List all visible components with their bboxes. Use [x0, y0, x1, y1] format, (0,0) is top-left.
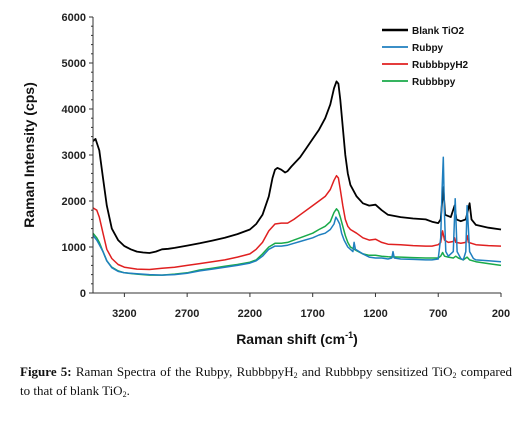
- y-tick-label-5: 5000: [62, 58, 86, 70]
- x-tick-label-5: 700: [429, 308, 447, 320]
- caption-text-4: .: [126, 383, 130, 398]
- legend-label-0: Blank TiO2: [412, 26, 464, 37]
- ticks: 0 1000 2000 3000 4000 5000 6000 3200 2700 2200 170…: [62, 12, 511, 320]
- x-axis-title-tail: ): [353, 331, 358, 347]
- figure-caption: Figure 5: Raman Spectra of the Rubpy, Ru…: [20, 362, 512, 400]
- caption-label: Figure 5:: [20, 364, 72, 379]
- legend-label-3: Rubbbpy: [412, 77, 456, 88]
- y-tick-label-3: 3000: [62, 150, 86, 162]
- caption-text-2: and Rubbbpy sensitized TiO: [297, 364, 453, 379]
- legend-label-2: RubbbpyH2: [412, 60, 469, 71]
- caption-sub-1: 2: [293, 371, 298, 380]
- x-axis-title-sup: -1: [345, 330, 353, 340]
- series-line-0: [92, 80, 502, 254]
- y-tick-label-0: 0: [80, 288, 86, 300]
- series-line-2: [92, 174, 502, 271]
- caption-text-3: compared to that of blank TiO: [20, 364, 512, 398]
- x-axis-title-base: Raman shift (cm: [236, 331, 345, 347]
- x-axis-title: Raman shift (cm-1): [236, 330, 358, 347]
- y-tick-label-6: 6000: [62, 12, 86, 24]
- caption-sub-3: 2: [122, 390, 127, 399]
- legend-label-1: Rubpy: [412, 43, 444, 54]
- caption-text-1: Raman Spectra of the Rubpy, RubbbpyH: [71, 364, 294, 379]
- y-axis-title: Raman Intensity (cps): [21, 82, 37, 227]
- x-tick-label-3: 1700: [300, 308, 324, 320]
- x-tick-label-6: 200: [492, 308, 510, 320]
- caption-sub-2: 2: [452, 371, 457, 380]
- series-line-1: [92, 156, 502, 276]
- y-tick-label-2: 2000: [62, 196, 86, 208]
- y-tick-label-1: 1000: [62, 242, 86, 254]
- x-tick-label-2: 2200: [238, 308, 262, 320]
- y-tick-label-4: 4000: [62, 104, 86, 116]
- legend: Blank TiO2 Rubpy RubbbpyH2 Rubbbpy: [382, 26, 469, 88]
- x-tick-label-1: 2700: [175, 308, 199, 320]
- x-tick-label-4: 1200: [363, 308, 387, 320]
- x-tick-label-0: 3200: [112, 308, 136, 320]
- plot-lines: [92, 80, 502, 276]
